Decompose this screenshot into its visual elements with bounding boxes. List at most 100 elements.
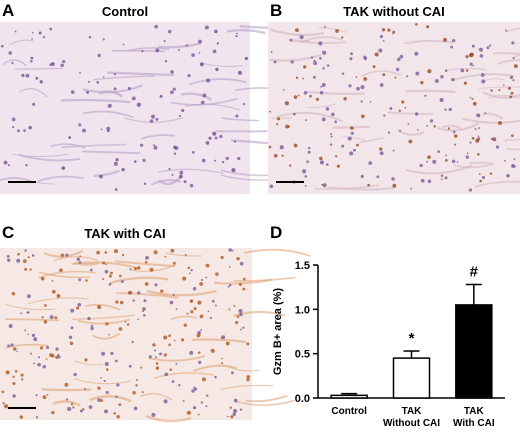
tissue-cell xyxy=(109,283,112,286)
tissue-cell xyxy=(324,26,326,28)
tissue-cell xyxy=(12,292,15,295)
tissue-cell xyxy=(206,394,208,396)
tissue-cell xyxy=(105,263,107,265)
tissue-cell xyxy=(96,81,99,84)
tissue-cell xyxy=(392,184,396,188)
tissue-cell xyxy=(44,304,47,307)
tissue-cell xyxy=(47,394,49,396)
tissue-cell xyxy=(88,81,90,83)
tissue-cell xyxy=(143,299,146,302)
tissue-cell xyxy=(236,33,238,35)
tissue-cell xyxy=(387,29,390,32)
tissue-cell xyxy=(231,371,234,374)
tissue-cell xyxy=(106,391,109,394)
tissue-cell xyxy=(90,327,93,330)
tissue-cell xyxy=(28,126,32,130)
tissue-cell xyxy=(302,78,304,80)
tissue-cell xyxy=(17,253,20,256)
tissue-cell xyxy=(452,160,455,163)
tissue-cell xyxy=(40,346,43,349)
tissue-cell xyxy=(472,65,474,67)
tissue-cell xyxy=(215,305,217,307)
tissue-cell xyxy=(479,180,482,183)
tissue-cell xyxy=(145,261,148,264)
tissue-cell xyxy=(115,300,118,303)
x-tick-label: Control xyxy=(331,406,367,417)
tissue-cell xyxy=(179,171,183,175)
tissue-cell xyxy=(417,129,419,131)
tissue-cell xyxy=(478,127,480,129)
tissue-cell xyxy=(114,249,118,253)
tissue-cell xyxy=(104,380,106,382)
tissue-cell xyxy=(168,168,170,170)
tissue-cell xyxy=(219,135,222,138)
tissue-cell xyxy=(208,137,211,140)
tissue-cell xyxy=(465,55,468,58)
tissue-cell xyxy=(52,280,54,282)
tissue-cell xyxy=(61,166,65,170)
tissue-cell xyxy=(380,151,384,155)
tissue-cell xyxy=(57,294,61,298)
tissue-cell xyxy=(205,277,207,279)
tissue-cell xyxy=(394,77,396,79)
tissue-strand xyxy=(42,389,92,390)
tissue-cell xyxy=(320,91,323,94)
tissue-cell xyxy=(193,406,196,409)
tissue-cell xyxy=(305,175,308,178)
tissue-cell xyxy=(12,126,14,128)
tissue-cell xyxy=(150,268,154,272)
tissue-cell xyxy=(242,288,245,291)
tissue-cell xyxy=(239,313,242,316)
tissue-cell xyxy=(243,103,245,105)
tissue-cell xyxy=(164,353,167,356)
tissue-cell xyxy=(119,275,122,278)
tissue-cell xyxy=(480,54,484,58)
tissue-cell xyxy=(62,60,65,63)
tissue-cell xyxy=(191,389,194,392)
histology-image xyxy=(0,248,252,420)
tissue-cell xyxy=(137,291,140,294)
tissue-cell xyxy=(234,141,236,143)
tissue-cell xyxy=(226,342,230,346)
tissue-cell xyxy=(232,250,234,252)
tissue-cell xyxy=(154,250,158,254)
tissue-cell xyxy=(496,145,499,148)
tissue-cell xyxy=(356,87,360,91)
tissue-cell xyxy=(140,144,143,147)
tissue-cell xyxy=(404,107,406,109)
tissue-cell xyxy=(28,256,30,258)
tissue-cell xyxy=(210,317,212,319)
tissue-cell xyxy=(206,264,210,268)
tissue-cell xyxy=(201,401,203,403)
tissue-cell xyxy=(361,175,364,178)
tissue-cell xyxy=(226,157,229,160)
tissue-cell xyxy=(280,145,284,149)
tissue-cell xyxy=(368,161,372,165)
tissue-cell xyxy=(426,161,428,163)
tissue-cell xyxy=(85,279,88,282)
tissue-cell xyxy=(477,153,480,156)
tissue-cell xyxy=(170,70,173,73)
tissue-cell xyxy=(4,404,8,408)
tissue-cell xyxy=(12,382,15,385)
tissue-cell xyxy=(174,340,176,342)
tissue-cell xyxy=(137,103,141,107)
tissue-cell xyxy=(287,125,289,127)
tissue-cell xyxy=(441,178,443,180)
tissue-cell xyxy=(271,51,273,53)
tissue-cell xyxy=(15,31,17,33)
tissue-cell xyxy=(78,123,81,126)
tissue-cell xyxy=(144,183,146,185)
tissue-cell xyxy=(176,308,178,310)
tissue-cell xyxy=(165,60,167,62)
tissue-cell xyxy=(233,409,237,413)
tissue-cell xyxy=(110,272,113,275)
tissue-cell xyxy=(475,128,477,130)
tissue-cell xyxy=(49,63,52,66)
histology-image xyxy=(268,22,520,194)
tissue-cell xyxy=(8,164,10,166)
tissue-cell xyxy=(230,407,232,409)
tissue-cell xyxy=(237,157,240,160)
tissue-cell xyxy=(97,386,100,389)
